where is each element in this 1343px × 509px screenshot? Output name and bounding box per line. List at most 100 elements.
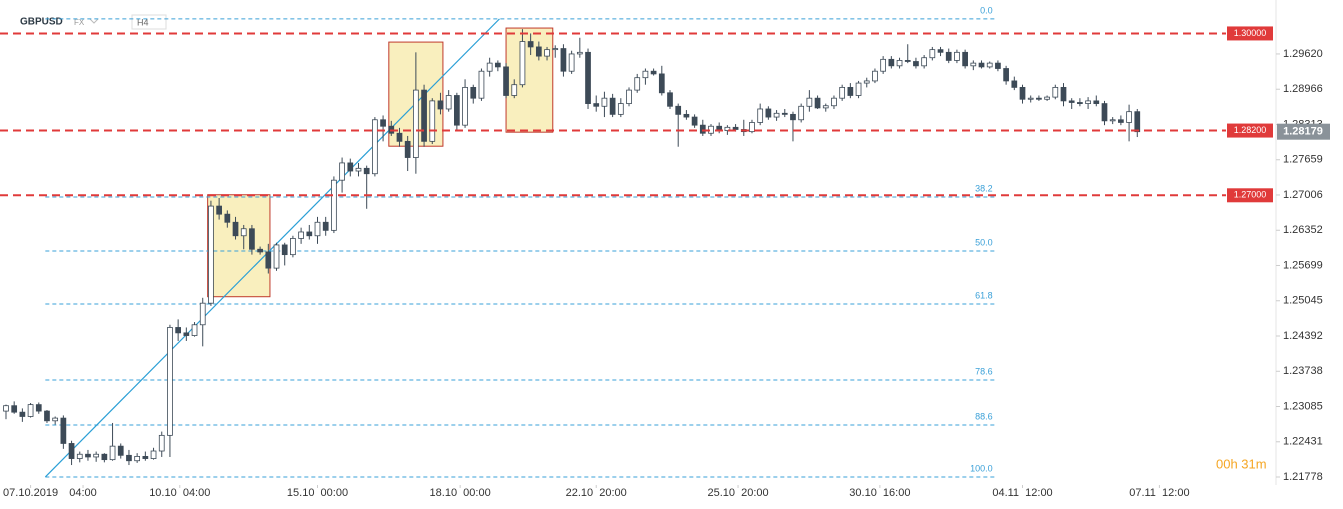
candle-body	[232, 221, 239, 237]
candle-body	[478, 70, 485, 99]
y-tick-label: 1.27006	[1283, 189, 1323, 201]
candle-body	[76, 453, 83, 459]
candle-body	[265, 251, 272, 269]
candle-body	[257, 248, 263, 253]
candle-body	[126, 454, 132, 462]
candle-body	[560, 48, 567, 72]
candle-body	[101, 453, 108, 461]
candle-body	[372, 119, 378, 175]
candle-body	[781, 112, 788, 115]
candle-body	[527, 41, 534, 48]
candle-body	[806, 97, 813, 107]
fib-label: 0.0	[980, 5, 993, 15]
candle-body	[35, 404, 42, 412]
candle-body	[486, 62, 493, 72]
x-tick-label: 18.10 00:00	[430, 487, 491, 499]
candle-body	[814, 97, 821, 109]
candle-body	[470, 86, 477, 99]
candle-body	[847, 86, 854, 96]
candle-body	[798, 105, 805, 121]
candle-body	[298, 231, 304, 239]
candle-body	[626, 89, 632, 104]
y-tick-label: 1.27659	[1283, 154, 1323, 166]
candle-timer: 00h 31m	[1216, 456, 1267, 471]
candle-body	[691, 116, 698, 126]
candle-body	[1093, 100, 1100, 104]
level-label: 1.27000	[1234, 190, 1267, 200]
candle-body	[208, 205, 214, 304]
candle-body	[667, 92, 673, 107]
dropdown-icon[interactable]	[89, 18, 99, 24]
candle-body	[872, 70, 878, 82]
y-tick-label: 1.25045	[1283, 295, 1323, 307]
candle-body	[945, 51, 952, 61]
candle-body	[937, 49, 944, 53]
level-label: 1.30000	[1234, 28, 1267, 38]
candle-body	[191, 324, 198, 336]
y-tick-label: 1.23085	[1283, 400, 1323, 412]
candle-body	[413, 89, 419, 158]
candle-body	[167, 327, 173, 436]
candle-body	[109, 445, 116, 461]
candle-body	[831, 97, 837, 107]
candle-body	[863, 80, 870, 84]
candle-body	[593, 103, 600, 107]
candle-body	[134, 456, 141, 462]
y-tick-label: 1.26352	[1283, 224, 1323, 236]
fib-label: 100.0	[970, 463, 993, 473]
candle-body	[978, 62, 985, 68]
symbol: GBPUSD	[20, 17, 63, 28]
candle-body	[1027, 97, 1034, 100]
candle-body	[339, 162, 345, 181]
candle-body	[240, 228, 247, 237]
candle-body	[773, 112, 780, 118]
candle-body	[290, 238, 296, 256]
candle-body	[749, 122, 755, 133]
candle-body	[44, 410, 50, 422]
candle-body	[19, 411, 26, 417]
candle-body	[683, 113, 690, 118]
level-label: 1.28200	[1234, 125, 1267, 135]
fib-label: 38.2	[975, 183, 993, 193]
candle-body	[404, 140, 411, 158]
candle-body	[1101, 103, 1108, 122]
y-tick-label: 1.24392	[1283, 330, 1323, 342]
candle-body	[93, 453, 100, 458]
candle-body	[1019, 86, 1026, 100]
candle-body	[437, 100, 444, 110]
candle-body	[634, 77, 641, 91]
candle-body	[601, 97, 608, 107]
candle-body	[519, 41, 526, 86]
candle-body	[585, 51, 591, 104]
candle-body	[576, 51, 583, 55]
x-tick-label: 25.10 20:00	[707, 487, 768, 499]
candle-body	[281, 244, 288, 256]
candle-body	[445, 95, 452, 110]
candle-body	[724, 126, 731, 131]
candle-body	[224, 213, 231, 223]
candle-body	[757, 108, 764, 123]
candle-body	[699, 124, 706, 134]
candle-body	[921, 57, 927, 67]
candle-body	[1068, 100, 1075, 103]
candle-body	[1118, 119, 1124, 123]
y-tick-label: 1.22431	[1283, 436, 1323, 448]
candle-body	[855, 82, 862, 96]
candle-body	[1134, 111, 1141, 133]
x-tick-label: 04:00	[69, 487, 97, 499]
y-tick-label: 1.25699	[1283, 259, 1323, 271]
candle-body	[790, 113, 796, 121]
candle-body	[331, 179, 337, 231]
y-tick-label: 1.28966	[1283, 83, 1323, 95]
candle-body	[1077, 102, 1083, 104]
candle-body	[552, 48, 559, 51]
candle-body	[158, 434, 165, 452]
candle-body	[1085, 100, 1091, 104]
timeframe[interactable]: H4	[137, 17, 149, 27]
candle-body	[970, 62, 977, 67]
candle-body	[273, 244, 280, 269]
candle-body	[380, 119, 386, 127]
candle-body	[150, 450, 157, 459]
candle-body	[322, 221, 329, 231]
